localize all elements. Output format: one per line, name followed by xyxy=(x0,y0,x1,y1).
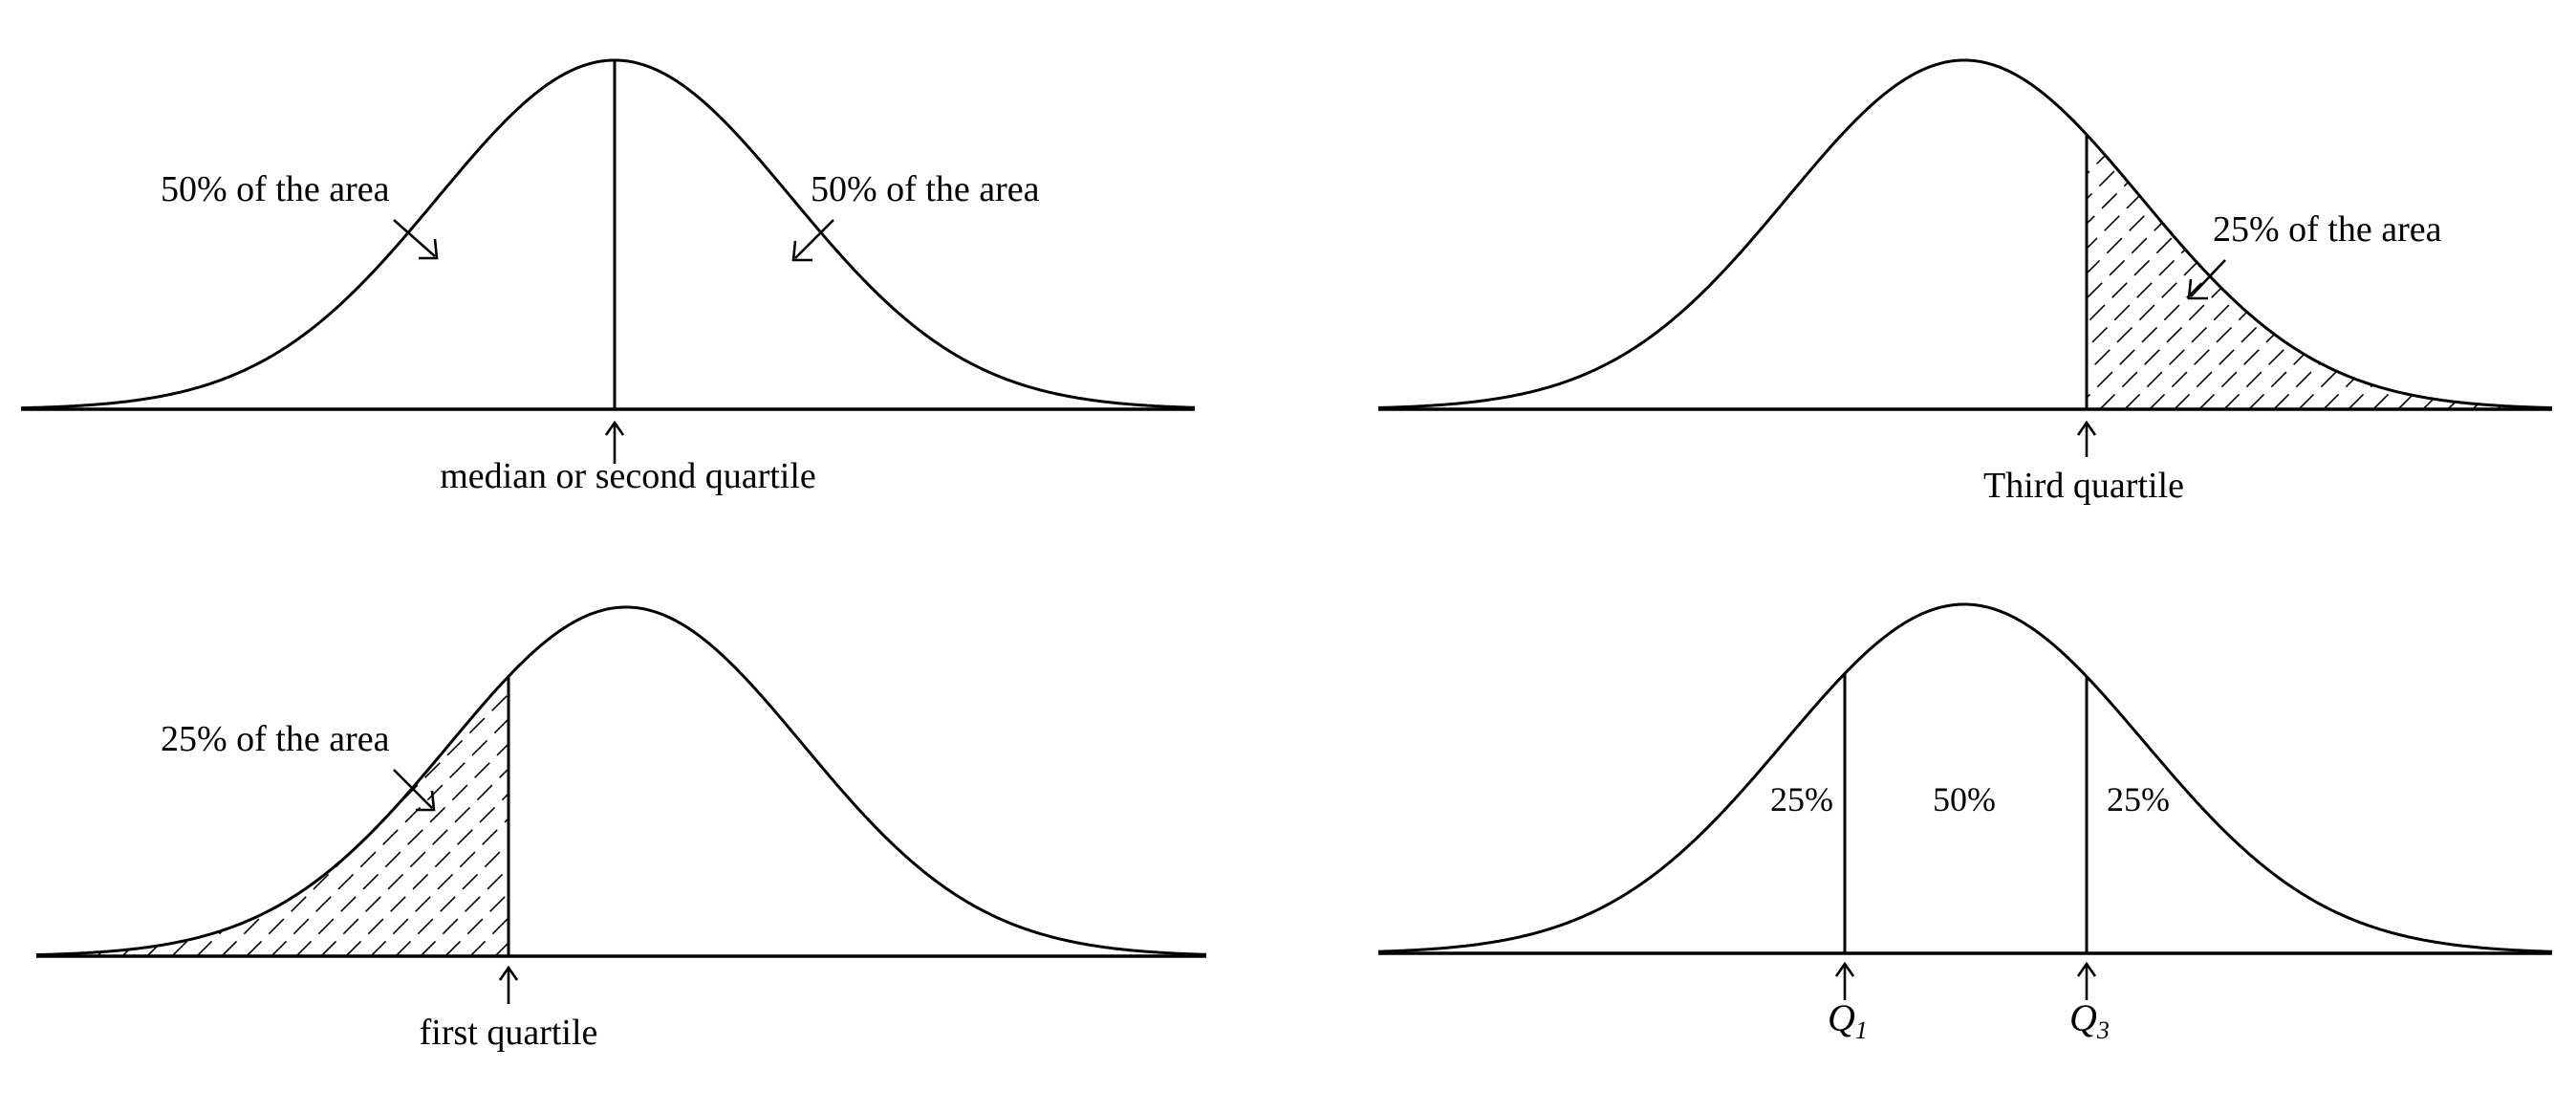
median-marker-arrow xyxy=(604,420,625,464)
normal-curve-first-quartile xyxy=(35,605,1206,957)
lower-tail-area-label: 25% of the area xyxy=(161,719,390,759)
panel-third-quartile: 25% of the area Third quartile xyxy=(1377,58,2552,506)
q3-marker-arrow xyxy=(2076,961,2097,1000)
normal-curve-third-quartile xyxy=(1377,58,2552,409)
lower-quarter-pct: 25% xyxy=(1770,780,1833,818)
first-quartile-label: first quartile xyxy=(420,1013,598,1053)
third-quartile-label: Third quartile xyxy=(1983,466,2184,506)
middle-half-pct: 50% xyxy=(1933,780,1996,818)
lower-tail-area-arrow xyxy=(393,769,436,812)
q1-marker-arrow xyxy=(1834,961,1855,1000)
upper-quarter-pct: 25% xyxy=(2107,780,2170,818)
normal-curve-interquartile xyxy=(1377,602,2553,953)
right-area-arrow xyxy=(791,219,834,262)
upper-tail-area-label: 25% of the area xyxy=(2213,209,2442,250)
median-marker-label: median or second quartile xyxy=(440,456,816,496)
right-area-label: 50% of the area xyxy=(811,169,1040,209)
left-area-label: 50% of the area xyxy=(161,169,390,209)
q3-label: Q3 xyxy=(2069,996,2110,1044)
third-quartile-marker-arrow xyxy=(2076,420,2097,457)
lower-tail-hatching xyxy=(36,676,509,956)
panel-interquartile: 25% 50% 25% Q1 Q3 xyxy=(1377,602,2553,1044)
normal-curve-median xyxy=(20,58,1195,410)
q1-label: Q1 xyxy=(1828,996,1868,1044)
upper-tail-hatching xyxy=(2087,134,2552,409)
panel-median: 50% of the area 50% of the area median o… xyxy=(20,58,1195,496)
first-quartile-marker-arrow xyxy=(498,965,519,1004)
upper-tail-area-arrow xyxy=(2187,259,2226,300)
panel-first-quartile: 25% of the area first quartile xyxy=(35,605,1206,1053)
left-area-arrow xyxy=(393,219,439,260)
